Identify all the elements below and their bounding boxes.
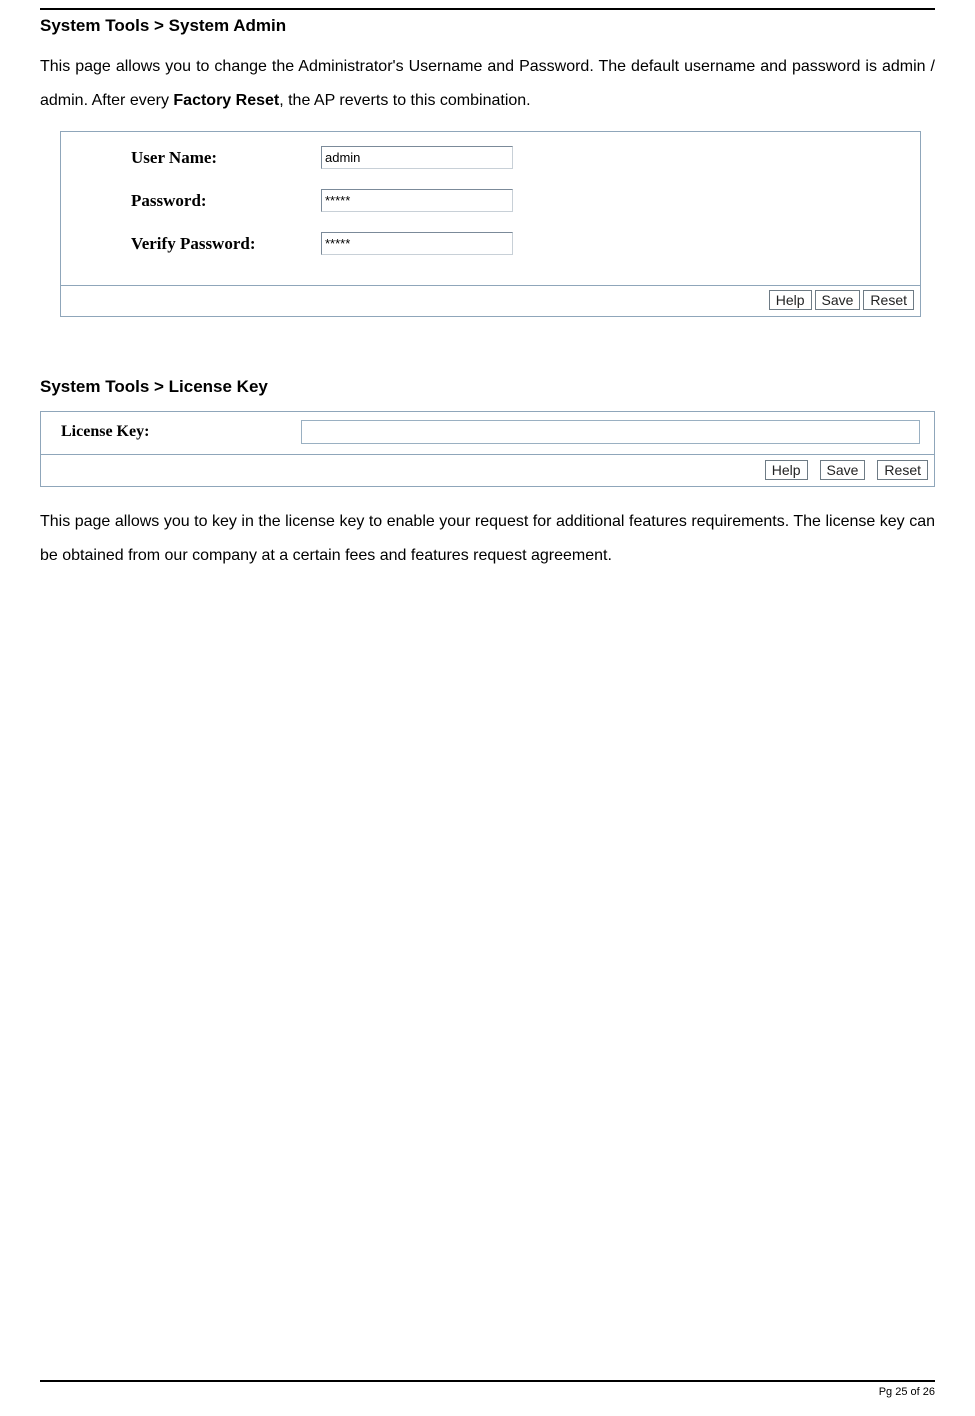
license-panel: License Key: Help Save Reset bbox=[40, 411, 935, 487]
system-admin-form: User Name: Password: Verify Password: bbox=[61, 132, 920, 285]
reset-button-1[interactable]: Reset bbox=[863, 290, 914, 310]
system-admin-footer: Help Save Reset bbox=[61, 285, 920, 316]
section1-text-bold: Factory Reset bbox=[173, 92, 279, 109]
verify-label: Verify Password: bbox=[131, 234, 321, 254]
section1-paragraph: This page allows you to change the Admin… bbox=[40, 50, 935, 117]
license-input[interactable] bbox=[301, 420, 920, 444]
system-admin-panel: User Name: Password: Verify Password: He… bbox=[60, 131, 921, 317]
password-label: Password: bbox=[131, 191, 321, 211]
password-input[interactable] bbox=[321, 189, 513, 212]
username-label: User Name: bbox=[131, 148, 321, 168]
reset-button-2[interactable]: Reset bbox=[877, 460, 928, 480]
license-footer: Help Save Reset bbox=[41, 454, 934, 486]
top-rule bbox=[40, 8, 935, 10]
save-button-1[interactable]: Save bbox=[815, 290, 861, 310]
license-label: License Key: bbox=[61, 423, 281, 441]
section2-paragraph: This page allows you to key in the licen… bbox=[40, 505, 935, 572]
page-number: Pg 25 of 26 bbox=[40, 1386, 935, 1398]
username-row: User Name: bbox=[131, 146, 904, 169]
username-input[interactable] bbox=[321, 146, 513, 169]
section1-heading: System Tools > System Admin bbox=[40, 16, 935, 36]
verify-row: Verify Password: bbox=[131, 232, 904, 255]
save-button-2[interactable]: Save bbox=[820, 460, 866, 480]
section2-heading: System Tools > License Key bbox=[40, 377, 935, 397]
password-row: Password: bbox=[131, 189, 904, 212]
page-footer: Pg 25 of 26 bbox=[40, 1380, 935, 1398]
section1-text-b: , the AP reverts to this combination. bbox=[279, 92, 530, 109]
help-button-1[interactable]: Help bbox=[769, 290, 812, 310]
help-button-2[interactable]: Help bbox=[765, 460, 808, 480]
bottom-rule bbox=[40, 1380, 935, 1382]
license-form: License Key: bbox=[41, 412, 934, 454]
verify-input[interactable] bbox=[321, 232, 513, 255]
